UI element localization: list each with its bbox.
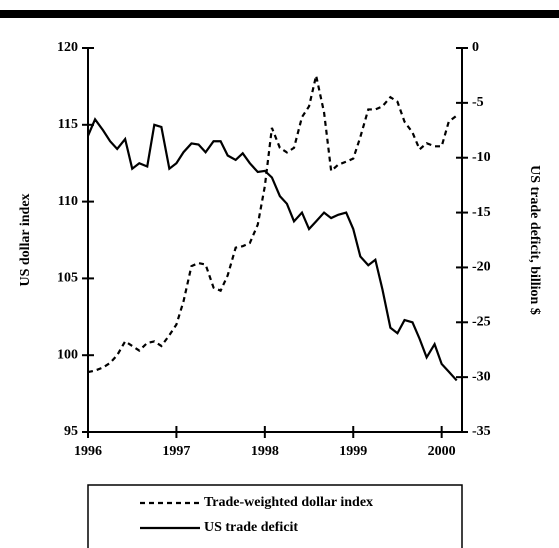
legend-box: [87, 484, 463, 548]
y2-axis-label: US trade deficit, billion $: [527, 165, 542, 315]
y-tick-label: 100: [57, 347, 78, 362]
legend-label: US trade deficit: [204, 520, 298, 535]
y2-tick-label: -35: [472, 424, 491, 439]
y2-tick-label: -20: [472, 260, 491, 275]
y-tick-label: 105: [57, 271, 78, 286]
y2-tick-label: -5: [472, 95, 484, 110]
line-series: [87, 75, 458, 374]
y-tick-label: 115: [58, 117, 78, 132]
x-tick-label: 2000: [428, 444, 456, 459]
y-axis-label: US dollar index: [18, 193, 33, 286]
y2-tick-label: -25: [472, 315, 491, 330]
top-rule: [0, 10, 559, 18]
y-tick-label: 95: [64, 424, 78, 439]
y2-tick-label: 0: [472, 40, 479, 55]
line-series: [86, 117, 458, 382]
y-tick-label: 110: [58, 194, 78, 209]
legend-label: Trade-weighted dollar index: [204, 495, 373, 510]
y2-tick-label: -15: [472, 205, 491, 220]
y2-tick-label: -30: [472, 369, 491, 384]
x-tick-label: 1998: [251, 444, 279, 459]
y-tick-label: 120: [57, 40, 78, 55]
x-tick-label: 1999: [339, 444, 367, 459]
x-tick-label: 1996: [74, 444, 102, 459]
y2-tick-label: -10: [472, 150, 491, 165]
x-tick-label: 1997: [162, 444, 190, 459]
